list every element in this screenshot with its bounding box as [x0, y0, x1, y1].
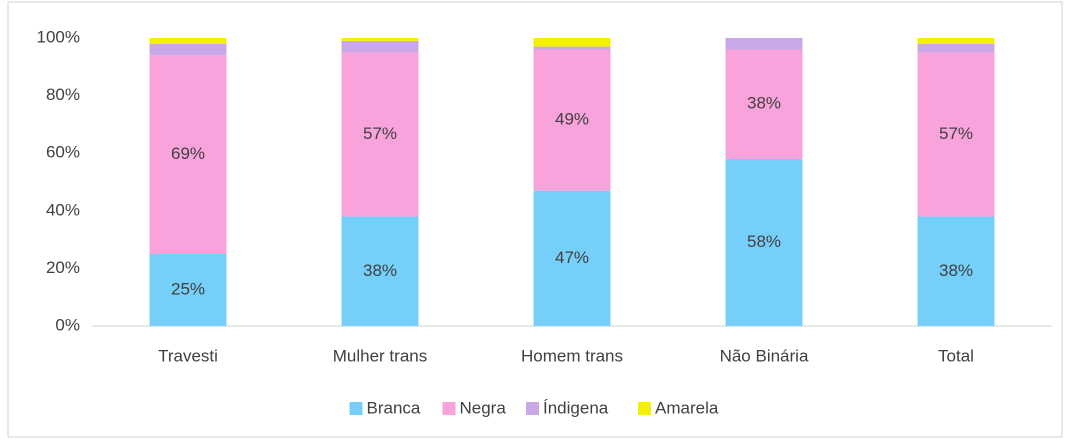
bar-segment	[533, 49, 611, 191]
bar-segment	[341, 38, 419, 41]
x-tick-label: Total	[938, 346, 974, 365]
bar-segment	[149, 55, 227, 254]
legend-label: Branca	[367, 398, 421, 417]
data-label: 38%	[747, 94, 781, 113]
bar-segment	[149, 254, 227, 326]
bar-segment	[725, 49, 803, 159]
data-label: 57%	[939, 124, 973, 143]
legend-swatch	[526, 402, 539, 415]
bar-segment	[917, 38, 995, 44]
x-tick-label: Não Binária	[720, 346, 809, 365]
data-label: 57%	[363, 124, 397, 143]
legend-swatch	[349, 402, 363, 415]
legend-swatch	[442, 402, 456, 415]
y-tick-label: 0%	[55, 315, 80, 334]
data-label: 58%	[747, 232, 781, 251]
data-label: 38%	[939, 261, 973, 280]
bar-segment	[917, 43, 995, 53]
bar-segment	[341, 216, 419, 326]
y-tick-label: 20%	[46, 258, 80, 277]
y-tick-label: 80%	[46, 85, 80, 104]
y-tick-label: 40%	[46, 200, 80, 219]
bar-segment	[341, 40, 419, 53]
legend-label: Índigena	[543, 398, 609, 417]
legend-label: Negra	[460, 398, 507, 417]
x-tick-label: Homem trans	[521, 346, 623, 365]
bar-segment	[341, 52, 419, 217]
bar-segment	[533, 190, 611, 326]
y-tick-label: 100%	[37, 27, 80, 46]
legend-swatch	[638, 402, 651, 415]
bar-segment	[149, 43, 227, 56]
x-tick-label: Travesti	[158, 346, 218, 365]
bar-segment	[917, 216, 995, 326]
legend-label: Amarela	[655, 398, 719, 417]
bar-segment	[149, 38, 227, 44]
bar-segment	[725, 158, 803, 326]
data-label: 49%	[555, 110, 589, 129]
data-label: 69%	[171, 144, 205, 163]
bar-segment	[533, 38, 611, 47]
data-label: 38%	[363, 261, 397, 280]
bar-segment	[533, 46, 611, 50]
bar-segment	[917, 52, 995, 217]
x-tick-label: Mulher trans	[333, 346, 427, 365]
data-label: 25%	[171, 279, 205, 298]
bar-segment	[725, 38, 803, 50]
y-tick-label: 60%	[46, 143, 80, 162]
data-label: 47%	[555, 248, 589, 267]
